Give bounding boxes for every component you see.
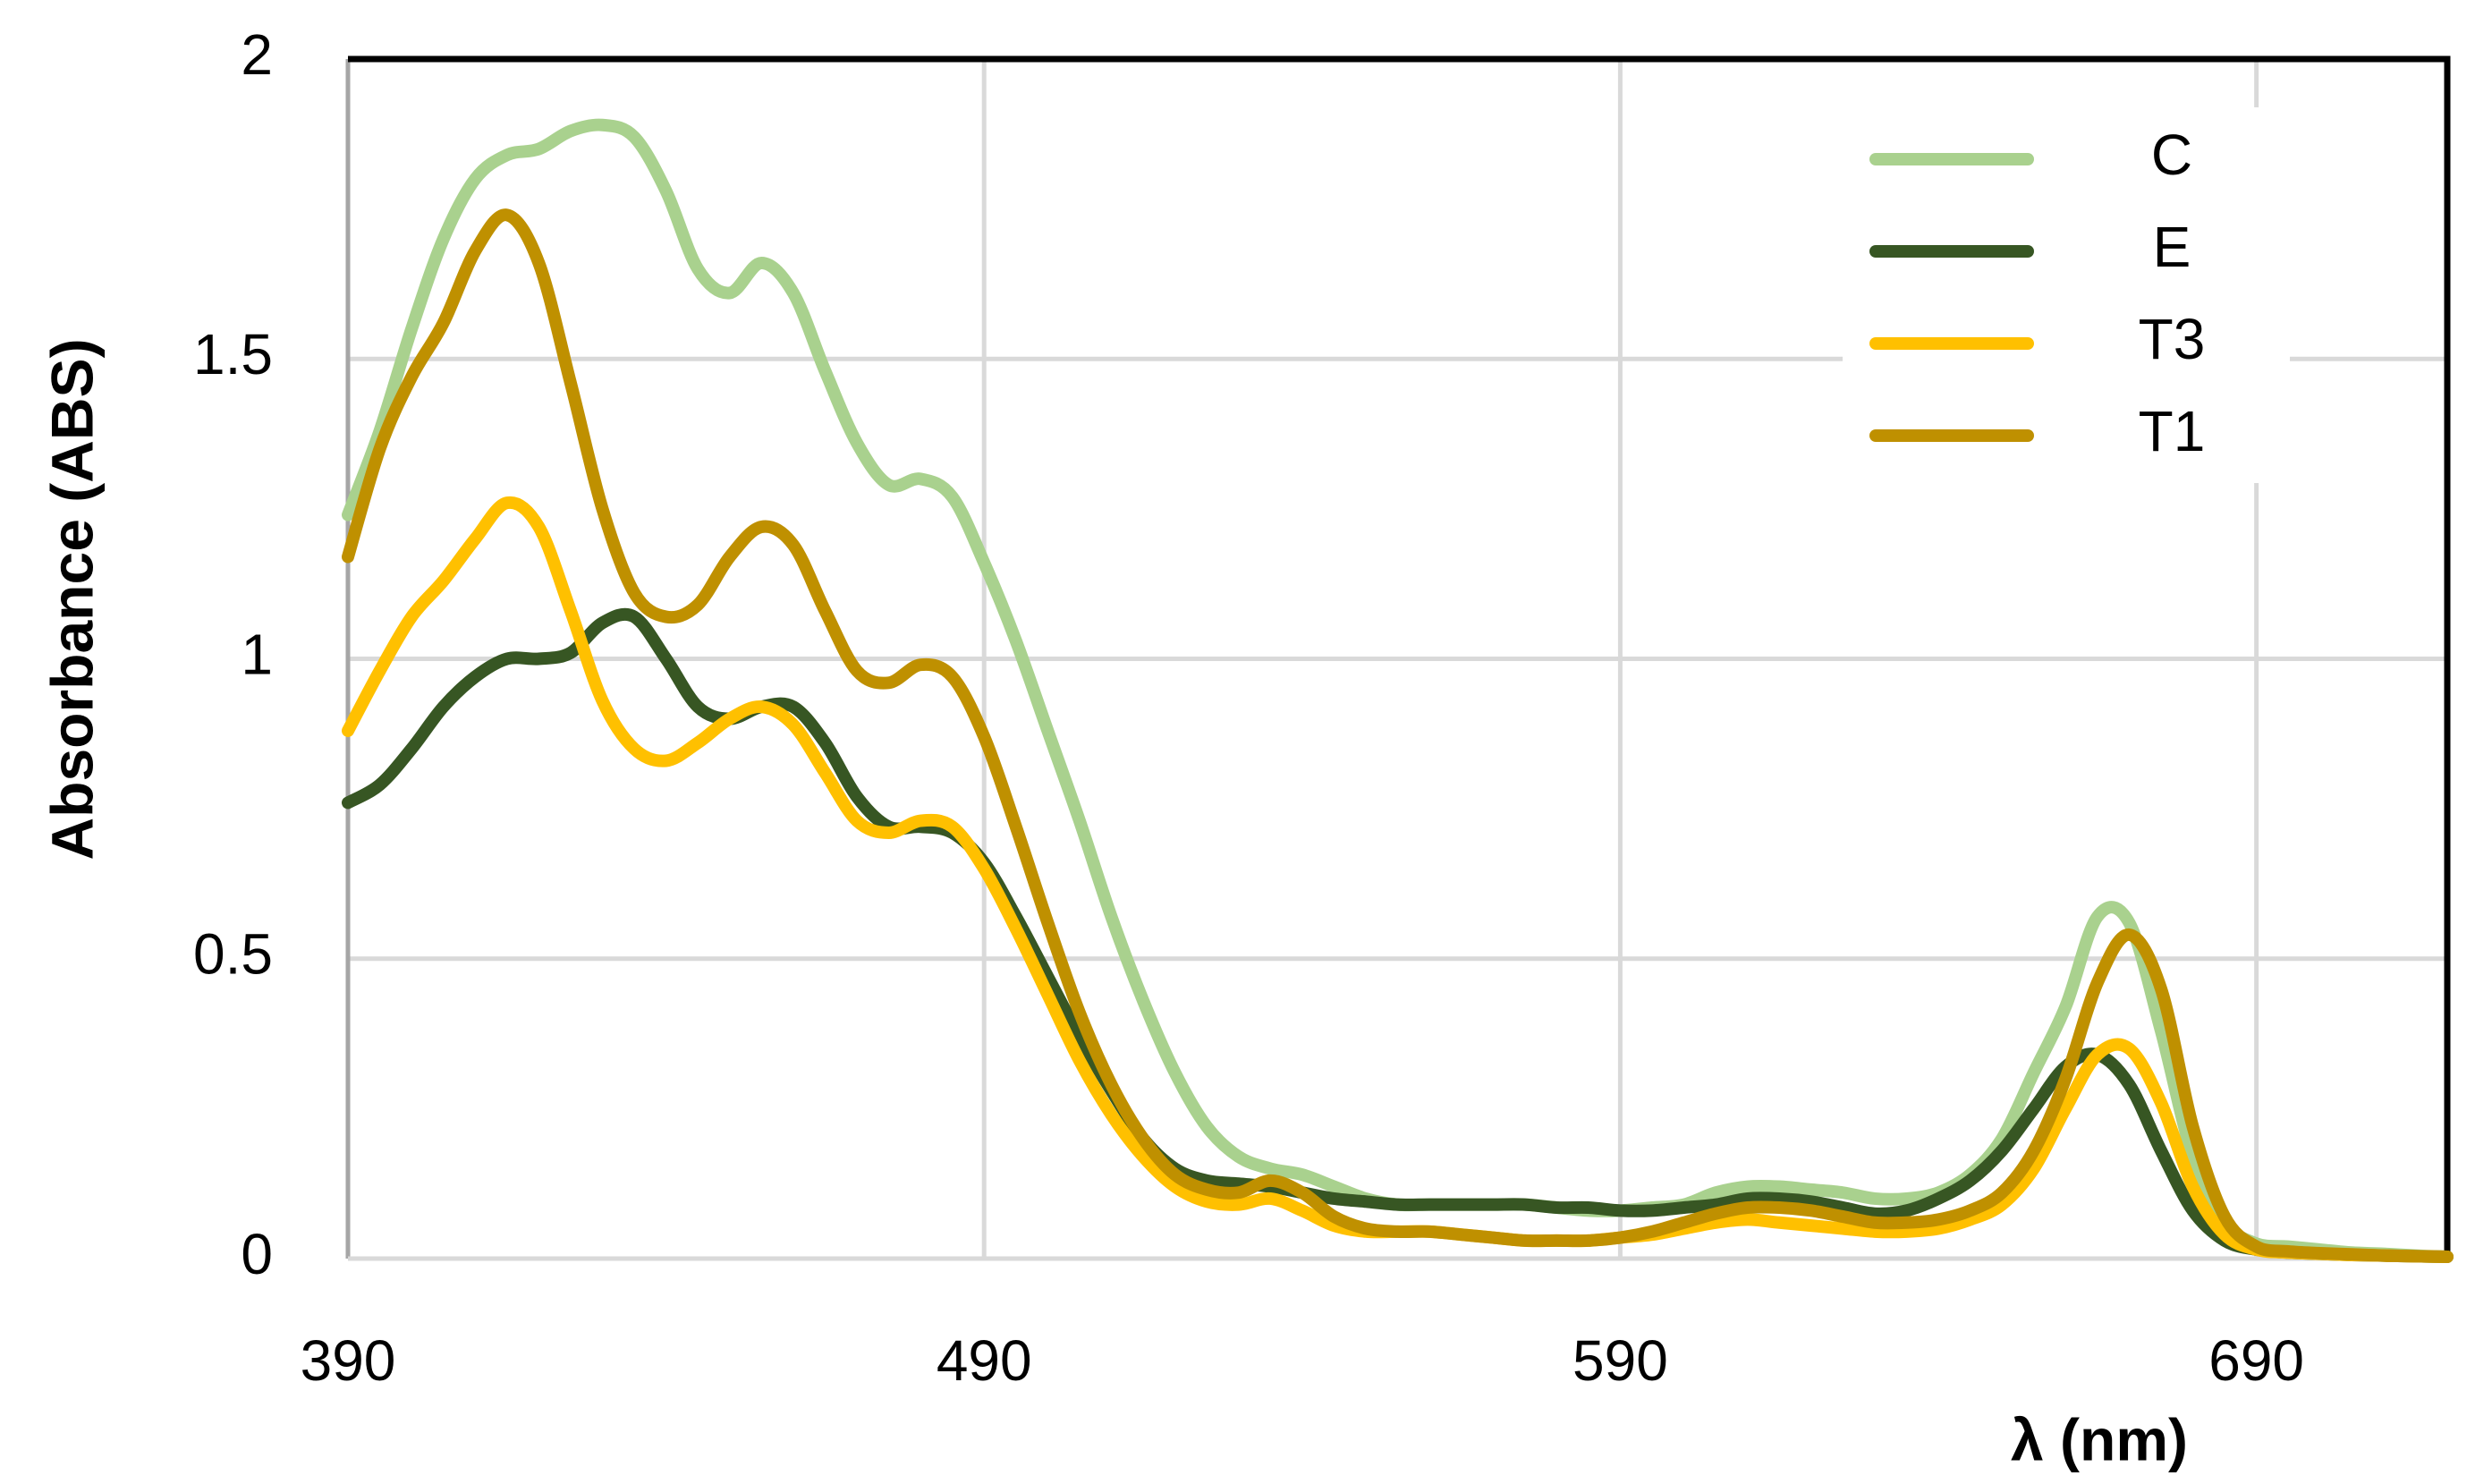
legend-background [1843,107,2290,483]
y-tick-label: 2 [241,22,273,87]
plot-border [348,55,2451,1259]
legend-label: E [2153,215,2191,279]
y-tick-label: 1.5 [193,322,273,386]
x-tick-label: 490 [937,1328,1032,1393]
y-tick-label: 1 [241,622,273,686]
x-tick-label: 390 [301,1328,396,1393]
legend-label: C [2151,123,2192,187]
x-tick-label: 690 [2208,1328,2304,1393]
y-axis-title: Absorbance (ABS) [38,338,105,860]
x-axis-title: λ (nm) [2011,1406,2188,1472]
y-tick-label: 0 [241,1222,273,1286]
legend-label: T3 [2139,307,2206,371]
x-tick-label: 590 [1572,1328,1668,1393]
data-line [342,208,2454,1263]
legend-label: T1 [2139,399,2206,463]
y-tick-label: 0.5 [193,922,273,987]
